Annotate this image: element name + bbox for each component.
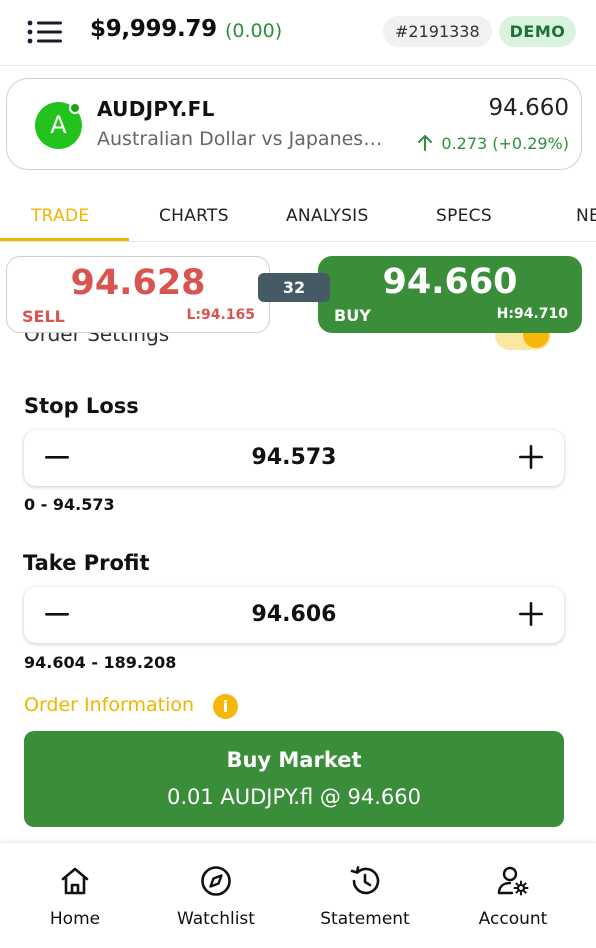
nav-account[interactable]: Account bbox=[468, 843, 558, 948]
home-icon bbox=[61, 867, 89, 895]
spread-badge: 32 bbox=[258, 273, 330, 302]
buy-market-button[interactable]: Buy Market 0.01 AUDJPY.fl @ 94.660 bbox=[24, 731, 564, 827]
take-profit-range: 94.604 - 189.208 bbox=[24, 653, 177, 672]
nav-account-label: Account bbox=[478, 909, 548, 929]
symbol-price: 94.660 bbox=[488, 95, 569, 121]
symbol-card[interactable]: A AUDJPY.FL Australian Dollar vs Japanes… bbox=[6, 78, 582, 170]
nav-statement[interactable]: Statement bbox=[310, 843, 420, 948]
compass-icon bbox=[201, 866, 231, 896]
tab-charts[interactable]: CHARTS bbox=[159, 206, 229, 226]
order-information-link[interactable]: Order Information bbox=[24, 694, 195, 716]
sell-price: 94.628 bbox=[70, 263, 206, 303]
buy-market-title: Buy Market bbox=[226, 748, 362, 772]
nav-watchlist-label: Watchlist bbox=[177, 909, 255, 929]
bottom-navigation: Home Watchlist Statement Account bbox=[0, 842, 596, 948]
top-header: $9,999.79 (0.00) #2191338 DEMO bbox=[0, 0, 596, 66]
sell-price-box[interactable]: 94.628 SELL L:94.165 bbox=[6, 256, 270, 333]
nav-statement-label: Statement bbox=[320, 909, 410, 929]
symbol-description: Australian Dollar vs Japanese Yen bbox=[97, 128, 389, 150]
buy-price: 94.660 bbox=[382, 262, 518, 302]
menu-icon[interactable] bbox=[27, 20, 63, 44]
account-balance: $9,999.79 bbox=[90, 16, 217, 42]
plus-icon[interactable] bbox=[518, 444, 544, 470]
tab-analysis[interactable]: ANALYSIS bbox=[286, 206, 369, 226]
tab-bar: TRADE CHARTS ANALYSIS SPECS NEWS bbox=[0, 186, 596, 242]
daily-high: H:94.710 bbox=[496, 306, 568, 322]
tab-specs[interactable]: SPECS bbox=[436, 206, 492, 226]
stop-loss-stepper: 94.573 bbox=[24, 430, 564, 486]
stop-loss-title: Stop Loss bbox=[24, 394, 139, 418]
symbol-change-value: 0.273 (+0.29%) bbox=[441, 134, 569, 153]
stop-loss-range: 0 - 94.573 bbox=[24, 495, 115, 514]
account-id-badge[interactable]: #2191338 bbox=[383, 16, 492, 47]
minus-icon[interactable] bbox=[44, 601, 70, 627]
buy-price-box[interactable]: 94.660 BUY H:94.710 bbox=[318, 256, 582, 333]
take-profit-input[interactable]: 94.606 bbox=[251, 602, 337, 627]
take-profit-stepper: 94.606 bbox=[24, 587, 564, 643]
stop-loss-input[interactable]: 94.573 bbox=[251, 445, 337, 470]
tab-trade[interactable]: TRADE bbox=[31, 206, 90, 226]
nav-home[interactable]: Home bbox=[35, 843, 115, 948]
nav-home-label: Home bbox=[49, 909, 101, 929]
nav-watchlist[interactable]: Watchlist bbox=[166, 843, 266, 948]
info-icon[interactable]: i bbox=[213, 694, 238, 719]
minus-icon[interactable] bbox=[44, 444, 70, 470]
daily-low: L:94.165 bbox=[186, 307, 255, 323]
avatar-letter: A bbox=[50, 111, 67, 139]
sell-label: SELL bbox=[22, 307, 65, 326]
user-settings-icon bbox=[497, 866, 529, 896]
history-icon bbox=[350, 866, 380, 895]
buy-label: BUY bbox=[334, 306, 371, 325]
arrow-up-icon bbox=[418, 135, 433, 151]
online-status-dot bbox=[69, 102, 81, 114]
symbol-change: 0.273 (+0.29%) bbox=[417, 134, 569, 153]
balance-change: (0.00) bbox=[225, 20, 283, 42]
demo-mode-badge[interactable]: DEMO bbox=[499, 16, 576, 47]
symbol-name: AUDJPY.FL bbox=[97, 97, 215, 121]
take-profit-title: Take Profit bbox=[23, 551, 150, 575]
plus-icon[interactable] bbox=[518, 601, 544, 627]
symbol-avatar: A bbox=[35, 102, 82, 149]
active-tab-indicator bbox=[0, 238, 129, 241]
tab-news[interactable]: NEWS bbox=[576, 206, 596, 226]
buy-market-subtitle: 0.01 AUDJPY.fl @ 94.660 bbox=[166, 785, 422, 809]
